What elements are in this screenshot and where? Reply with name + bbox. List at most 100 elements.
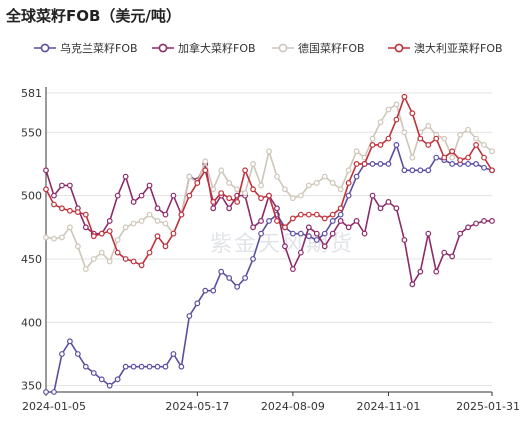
legend-item-germany[interactable]: 德国菜籽FOB <box>272 40 365 56</box>
data-point <box>489 148 495 155</box>
legend-marker-icon <box>272 43 294 53</box>
data-point <box>226 275 233 281</box>
data-point <box>43 389 49 395</box>
data-point <box>401 167 408 174</box>
data-point <box>433 135 440 142</box>
data-point <box>74 243 81 250</box>
data-point <box>321 243 328 250</box>
legend-label: 澳大利亚菜籽FOB <box>414 42 503 55</box>
data-point <box>329 218 336 224</box>
data-point <box>82 211 89 218</box>
data-point <box>258 195 264 202</box>
data-point <box>138 218 145 224</box>
data-point <box>361 230 368 237</box>
data-point <box>274 173 280 180</box>
legend-item-australia[interactable]: 澳大利亚菜籽FOB <box>388 40 503 56</box>
chart-title: 全球菜籽FOB（美元/吨） <box>6 7 181 25</box>
data-point <box>218 167 225 174</box>
data-point <box>122 224 129 231</box>
data-point <box>250 224 256 231</box>
legend-label: 乌克兰菜籽FOB <box>60 42 138 55</box>
data-point <box>393 142 400 148</box>
data-point <box>321 215 328 222</box>
legend-item-canada[interactable]: 加拿大菜籽FOB <box>152 40 256 56</box>
legend-item-ukraine[interactable]: 乌克兰菜籽FOB <box>34 40 138 56</box>
data-point <box>377 161 384 167</box>
data-point <box>417 167 424 174</box>
data-point <box>321 173 328 180</box>
data-point <box>178 211 185 218</box>
data-point <box>329 211 336 218</box>
data-point <box>186 313 193 319</box>
data-point <box>258 218 264 224</box>
data-point <box>106 218 113 224</box>
data-point <box>313 180 320 186</box>
data-point <box>409 154 416 161</box>
y-tick-label: 350 <box>21 380 42 393</box>
data-point <box>66 182 73 189</box>
data-point <box>353 218 360 224</box>
data-point <box>417 135 424 142</box>
data-point <box>98 230 105 237</box>
data-point <box>425 123 432 129</box>
data-point <box>289 266 296 273</box>
data-point <box>51 389 57 395</box>
data-point <box>297 192 304 199</box>
data-point <box>106 228 113 234</box>
legend-marker-icon <box>388 43 410 53</box>
data-point <box>289 195 296 202</box>
legend-label: 加拿大菜籽FOB <box>178 42 256 55</box>
data-point <box>186 173 193 180</box>
y-tick-label: 550 <box>21 126 42 139</box>
x-tick-label: 2024-05-17 <box>165 400 229 413</box>
data-point <box>114 249 121 256</box>
data-point <box>425 230 432 237</box>
y-tick-label: 500 <box>21 190 42 203</box>
data-point <box>202 167 209 174</box>
data-point <box>353 148 360 155</box>
x-tick-label: 2024-11-01 <box>356 400 420 413</box>
data-point <box>66 207 73 214</box>
data-point <box>337 211 344 218</box>
data-point <box>66 338 73 345</box>
data-point <box>449 161 456 167</box>
data-point <box>98 249 105 256</box>
data-point <box>441 135 448 142</box>
data-point <box>43 234 49 241</box>
data-point <box>234 283 241 290</box>
data-point <box>130 220 137 227</box>
data-point <box>329 180 336 186</box>
data-point <box>114 192 121 199</box>
data-point <box>146 363 153 370</box>
data-point <box>409 110 416 117</box>
data-point <box>305 224 312 231</box>
data-point <box>154 233 161 240</box>
data-point <box>242 190 249 196</box>
data-point <box>337 218 344 224</box>
data-point <box>457 157 464 164</box>
data-point <box>473 142 479 148</box>
data-point <box>122 363 129 370</box>
data-point <box>297 249 304 256</box>
data-point <box>433 268 440 275</box>
data-point <box>202 287 209 294</box>
data-point <box>425 142 432 148</box>
data-point <box>289 230 296 237</box>
data-point <box>297 230 304 237</box>
data-point <box>345 180 352 186</box>
data-point <box>337 205 344 212</box>
x-tick-label: 2025-01-31 <box>456 400 520 413</box>
data-point <box>162 243 169 250</box>
series-line-3 <box>45 96 493 267</box>
data-point <box>369 142 376 148</box>
data-point <box>289 215 296 222</box>
data-point <box>473 135 479 142</box>
data-point <box>449 154 456 161</box>
data-point <box>90 256 97 262</box>
data-point <box>122 256 129 262</box>
data-point <box>465 224 472 231</box>
data-point <box>170 230 177 237</box>
data-point <box>130 258 137 265</box>
data-point <box>82 224 89 231</box>
data-point <box>146 211 153 218</box>
